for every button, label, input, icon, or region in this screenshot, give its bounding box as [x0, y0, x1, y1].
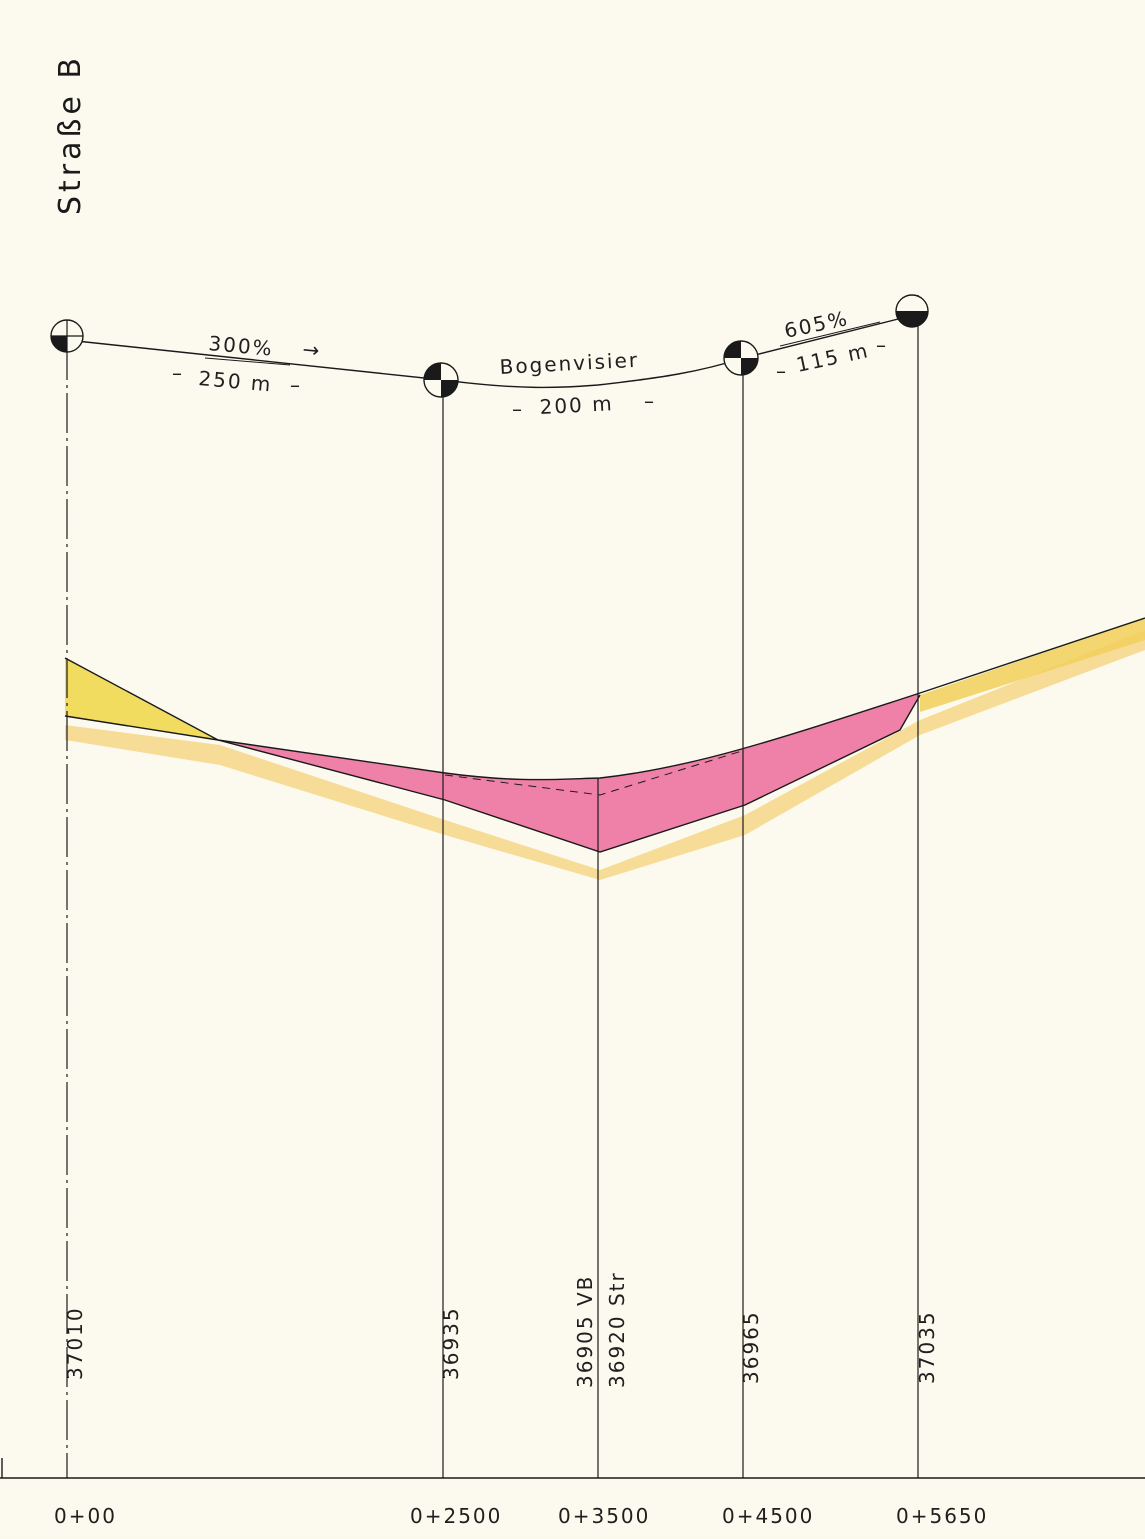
elevation-label-3-str: 36920 Str [605, 1271, 629, 1388]
elevation-label-5: 37035 [915, 1310, 939, 1384]
station-label-4: 0+4500 [722, 1504, 814, 1528]
fill-area-embankment [218, 693, 920, 852]
design-grade-line [64, 617, 1145, 781]
grade-1-value: 300% [208, 331, 275, 361]
grade-2-dash-right: – [876, 333, 888, 357]
station-label-1: 0+00 [54, 1504, 117, 1528]
vertical-curve-dash-left: – [512, 397, 524, 421]
grade-1-dash-right: – [290, 373, 302, 397]
station-label-3: 0+3500 [558, 1504, 650, 1528]
survey-marker-5 [895, 294, 929, 328]
station-label-2: 0+2500 [410, 1504, 502, 1528]
ground-line [64, 657, 921, 853]
elevation-label-2: 36935 [439, 1306, 463, 1380]
elevation-label-1: 37010 [63, 1306, 87, 1380]
vertical-curve-label: Bogenvisier [499, 348, 640, 379]
tangent-intersection-dashed [444, 749, 746, 796]
grade-2-divider [779, 321, 881, 347]
survey-marker-2 [423, 362, 459, 398]
vertical-curve-dash-right: – [644, 389, 656, 413]
survey-marker-1 [50, 319, 84, 353]
grade-1-divider [204, 357, 291, 366]
grade-1-arrow: → [302, 337, 323, 363]
survey-marker-4 [723, 340, 759, 376]
grade-2-dash-left: – [776, 359, 788, 383]
vertical-curve-length: 200 m [539, 391, 614, 419]
grade-1-dash-left: – [172, 361, 184, 385]
station-label-5: 0+5650 [896, 1504, 988, 1528]
elevation-label-4: 36965 [739, 1310, 763, 1384]
title: Straße B [53, 54, 88, 215]
grade-1-length: 250 m [198, 366, 274, 396]
cut-area-right [920, 618, 1145, 712]
grade-2-length: 115 m [794, 338, 871, 377]
elevation-label-3-vb: 36905 VB [573, 1275, 597, 1388]
top-grade-line [66, 313, 919, 389]
